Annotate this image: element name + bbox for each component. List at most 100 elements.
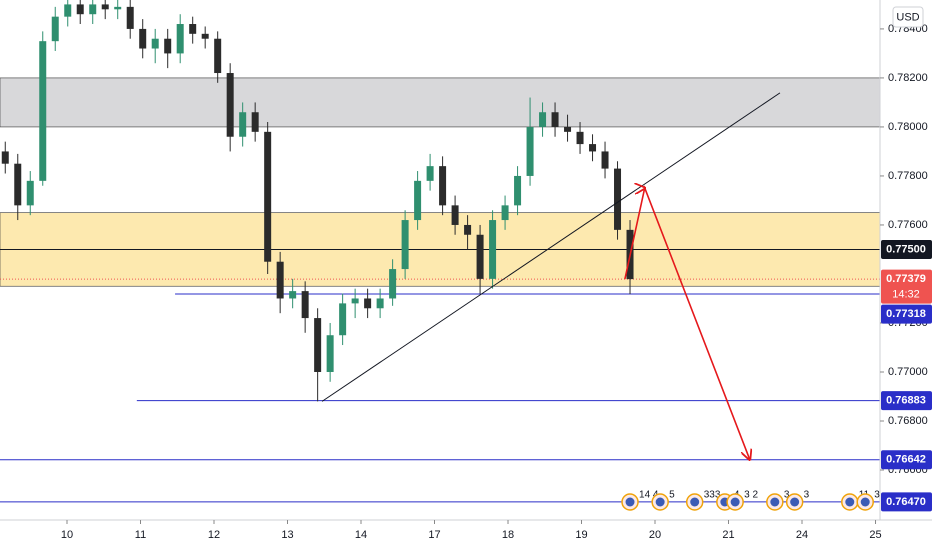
candle-body xyxy=(39,41,47,181)
y-tick-label: 0.77000 xyxy=(888,366,928,378)
event-label: 5 xyxy=(669,490,675,501)
candle-body xyxy=(489,220,497,279)
candle-body xyxy=(201,33,209,39)
x-tick-label: 20 xyxy=(649,529,661,541)
event-flag xyxy=(730,497,740,507)
candle-body xyxy=(476,234,484,279)
price-tag xyxy=(881,391,932,411)
event-flag xyxy=(860,497,870,507)
candle-body xyxy=(101,4,109,10)
candle-body xyxy=(89,4,97,15)
projection-arrow xyxy=(624,188,750,460)
candle-body xyxy=(139,28,147,49)
candle-body xyxy=(551,112,559,127)
candle-body xyxy=(401,220,409,270)
x-tick-label: 18 xyxy=(502,529,514,541)
event-label: 14 4 xyxy=(639,490,659,501)
event-label: 3 xyxy=(874,490,880,501)
currency-box[interactable] xyxy=(892,6,924,28)
candle-body xyxy=(576,131,584,145)
price-tag-label: 0.76642 xyxy=(886,454,926,466)
candle-body xyxy=(514,175,522,206)
axes: 0.784000.782000.780000.778000.776000.772… xyxy=(61,23,932,541)
candle-body xyxy=(451,205,459,225)
countdown: 14:32 xyxy=(892,289,920,301)
event-flag xyxy=(690,497,700,507)
candle-body xyxy=(501,205,509,221)
candle-body xyxy=(614,168,622,230)
x-tick-label: 25 xyxy=(869,529,881,541)
candle-body xyxy=(76,4,84,15)
x-tick-label: 12 xyxy=(208,529,220,541)
candle-body xyxy=(539,112,547,127)
x-tick-label: 19 xyxy=(575,529,587,541)
candle-body xyxy=(189,24,197,34)
candle-body xyxy=(339,303,347,336)
price-tag xyxy=(881,269,932,304)
candle-body xyxy=(314,318,322,372)
x-tick-label: 24 xyxy=(796,529,808,541)
event-flag xyxy=(845,497,855,507)
candle-body xyxy=(589,144,597,152)
candle-body xyxy=(364,298,372,309)
candle-body xyxy=(414,180,422,221)
price-tag-label: 0.77318 xyxy=(886,308,926,320)
event-label: 333 xyxy=(704,490,721,501)
candle-body xyxy=(326,335,334,372)
x-tick-label: 11 xyxy=(135,529,146,541)
price-tag-label: 0.76883 xyxy=(886,395,926,407)
y-tick-label: 0.77800 xyxy=(888,170,928,182)
y-tick-label: 0.78000 xyxy=(888,121,928,133)
candle-body xyxy=(426,166,434,181)
candle-body xyxy=(301,291,309,319)
candle-body xyxy=(389,269,397,299)
x-tick-label: 13 xyxy=(281,529,293,541)
candle-body xyxy=(51,16,59,42)
y-tick-label: 0.76800 xyxy=(888,415,928,427)
y-tick-label: 0.78200 xyxy=(888,72,928,84)
price-tag-label: 0.77379 xyxy=(886,273,926,285)
candle-body xyxy=(276,261,284,299)
y-tick-label: 0.77600 xyxy=(888,219,928,231)
candle-body xyxy=(351,298,359,304)
candle-body xyxy=(464,224,472,235)
price-tag-label: 0.77500 xyxy=(886,243,926,255)
x-tick-label: 17 xyxy=(428,529,440,541)
zone xyxy=(0,77,880,128)
candle-body xyxy=(14,163,22,206)
candle-body xyxy=(151,38,159,49)
plot-area: 14 4533343 233113 xyxy=(0,0,880,511)
event-label: 3 xyxy=(784,490,790,501)
x-tick-label: 10 xyxy=(61,529,73,541)
event-label: 3 xyxy=(804,490,810,501)
candle-body xyxy=(564,126,572,132)
y-tick-label: 0.78400 xyxy=(888,23,928,35)
event-flag xyxy=(790,497,800,507)
candle-body xyxy=(176,24,184,54)
candle-body xyxy=(1,151,9,164)
candle-body xyxy=(526,126,534,176)
candle-body xyxy=(264,131,272,262)
candle-body xyxy=(376,298,384,309)
candle-body xyxy=(64,4,72,17)
event-label: 3 2 xyxy=(744,490,758,501)
currency: USD xyxy=(896,11,919,23)
event-flag xyxy=(625,497,635,507)
trendline xyxy=(321,92,781,402)
candle-body xyxy=(439,166,447,206)
x-tick-label: 14 xyxy=(355,529,367,541)
price-tag-label: 0.76470 xyxy=(886,496,926,508)
candle-body xyxy=(251,112,259,132)
candle-body xyxy=(164,38,172,54)
candle-body xyxy=(126,6,134,29)
price-tag xyxy=(881,304,932,324)
event-flag xyxy=(770,497,780,507)
price-tag xyxy=(881,450,932,470)
price-tag xyxy=(881,492,932,512)
candle-body xyxy=(114,6,122,10)
price-tag xyxy=(881,239,932,259)
candle-body xyxy=(214,38,222,74)
